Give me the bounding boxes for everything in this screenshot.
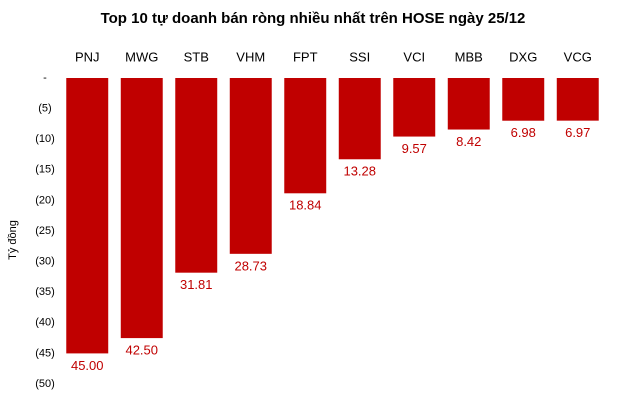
bar xyxy=(284,78,327,194)
value-label: 8.42 xyxy=(456,134,481,149)
x-tick-label: VCG xyxy=(564,49,592,64)
y-tick-label: (5) xyxy=(38,103,51,115)
y-tick-label: (15) xyxy=(35,164,55,176)
bar xyxy=(447,78,490,130)
x-tick-label: FPT xyxy=(293,49,318,64)
x-tick-label: SSI xyxy=(349,49,370,64)
y-tick-label: (35) xyxy=(35,286,55,298)
value-label: 13.28 xyxy=(343,164,376,179)
bar xyxy=(556,78,599,121)
x-tick-label: MWG xyxy=(125,49,158,64)
value-label: 42.50 xyxy=(125,343,158,358)
y-tick-label: (20) xyxy=(35,194,55,206)
bar xyxy=(120,78,163,339)
y-tick-label: (45) xyxy=(35,347,55,359)
y-tick-label: (30) xyxy=(35,256,55,268)
x-tick-label: VCI xyxy=(403,49,425,64)
value-label: 6.98 xyxy=(511,125,536,140)
value-label: 28.73 xyxy=(234,258,267,273)
chart-title: Top 10 tự doanh bán ròng nhiều nhất trên… xyxy=(101,10,526,27)
y-tick-label: - xyxy=(43,72,47,84)
bar xyxy=(229,78,272,254)
bar xyxy=(502,78,545,121)
value-label: 18.84 xyxy=(289,198,322,213)
x-tick-label: MBB xyxy=(455,49,483,64)
y-axis-title: Tỷ đồng xyxy=(7,220,19,260)
value-label: 31.81 xyxy=(180,277,213,292)
x-tick-label: STB xyxy=(184,49,209,64)
x-tick-label: VHM xyxy=(236,49,265,64)
bar xyxy=(393,78,436,137)
x-tick-label: PNJ xyxy=(75,49,100,64)
bar xyxy=(338,78,381,160)
y-tick-label: (10) xyxy=(35,133,55,145)
bar xyxy=(66,78,109,354)
bar xyxy=(175,78,218,273)
value-label: 45.00 xyxy=(71,358,104,373)
x-tick-label: DXG xyxy=(509,49,537,64)
y-tick-label: (40) xyxy=(35,317,55,329)
value-label: 6.97 xyxy=(565,125,590,140)
y-tick-label: (50) xyxy=(35,378,55,390)
y-tick-label: (25) xyxy=(35,225,55,237)
value-label: 9.57 xyxy=(402,141,427,156)
